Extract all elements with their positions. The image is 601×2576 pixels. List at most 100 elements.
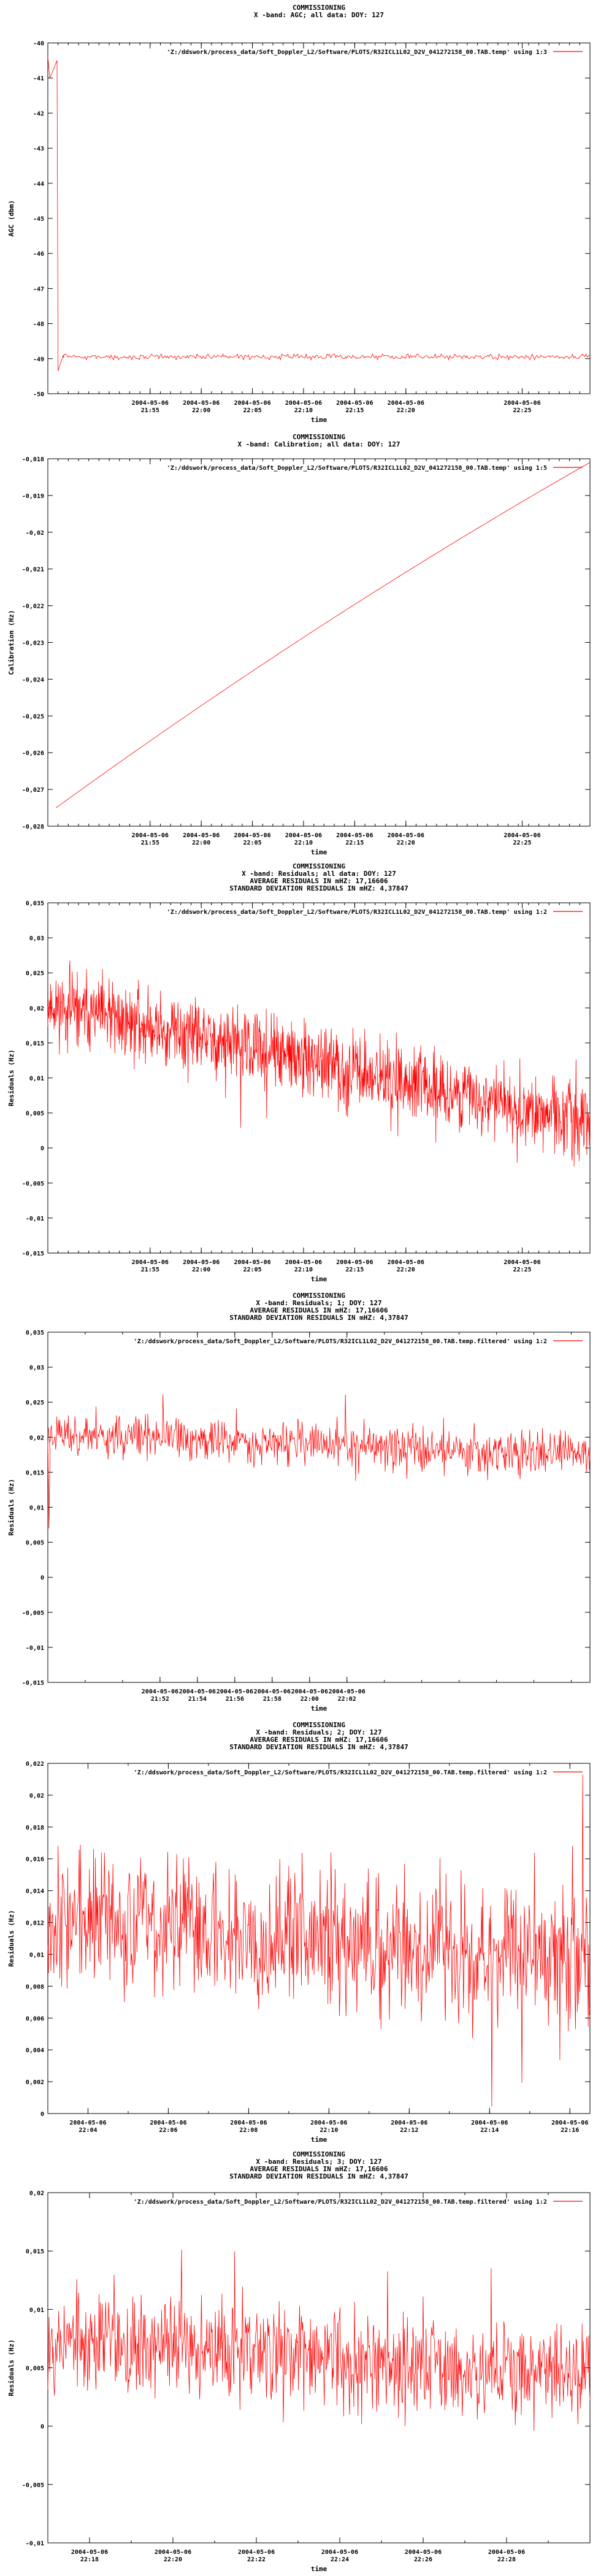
chart-title-line: COMMISSIONING	[293, 1292, 345, 1300]
chart-title-line: AVERAGE RESIDUALS IN mHZ: 17,16606	[250, 877, 388, 885]
y-tick-label: 0,02	[29, 1005, 44, 1012]
x-tick-label-date: 2004-05-06	[291, 1689, 328, 1695]
plot-frame	[47, 2192, 591, 2543]
y-tick-label: 0,015	[26, 1040, 44, 1047]
y-tick-label: -0,022	[22, 604, 44, 610]
plot-frame	[47, 458, 591, 827]
x-tick-label-date: 2004-05-06	[142, 1689, 178, 1695]
chart-title-line: X -band: Residuals; 3; DOY: 127	[256, 2158, 381, 2166]
y-tick-label: 0,03	[29, 1365, 44, 1371]
y-tick-label: 0,01	[29, 1076, 44, 1083]
y-tick-label: -0,015	[22, 1251, 44, 1257]
x-tick-label-date: 2004-05-06	[183, 400, 220, 407]
x-tick-label-date: 2004-05-06	[503, 1259, 540, 1266]
x-axis-label: time	[311, 848, 327, 856]
y-tick-label: -46	[33, 251, 44, 258]
x-tick-label-date: 2004-05-06	[230, 2120, 267, 2126]
series-line	[47, 1774, 591, 2107]
legend-label: 'Z:/ddswork/process_data/Soft_Doppler_L2…	[134, 1769, 547, 1776]
y-tick-label: -50	[33, 391, 44, 398]
y-tick-label: 0,02	[29, 1435, 44, 1441]
x-tick-label-time: 22:25	[513, 407, 531, 414]
x-tick-label-time: 22:20	[397, 1267, 415, 1273]
x-tick-label-time: 22:15	[345, 840, 364, 846]
chart-title-line: STANDARD DEVIATION RESIDUALS IN mHZ: 4,3…	[229, 2172, 408, 2180]
x-tick-label-date: 2004-05-06	[471, 2120, 508, 2126]
x-tick-label-date: 2004-05-06	[336, 832, 373, 839]
x-tick-label-time: 21:55	[141, 407, 159, 414]
x-tick-label-date: 2004-05-06	[132, 832, 169, 839]
y-tick-label: -0,027	[22, 787, 44, 794]
x-tick-label-date: 2004-05-06	[183, 1259, 220, 1266]
x-tick-label-time: 22:05	[243, 1267, 262, 1273]
y-tick-label: 0,015	[26, 1470, 44, 1476]
x-tick-label-date: 2004-05-06	[329, 1689, 366, 1695]
x-tick-label-date: 2004-05-06	[321, 2549, 358, 2556]
x-tick-label-date: 2004-05-06	[388, 832, 424, 839]
y-tick-label: 0,03	[29, 935, 44, 942]
y-tick-label: -0,005	[22, 1610, 44, 1617]
x-tick-label-date: 2004-05-06	[336, 400, 373, 407]
x-tick-label-time: 22:18	[80, 2556, 99, 2563]
y-tick-label: 0,002	[26, 2079, 44, 2086]
chart-title-line: X -band: Residuals; 1; DOY: 127	[256, 1299, 381, 1307]
chart-title-line: COMMISSIONING	[293, 2150, 345, 2158]
plot-frame	[47, 1763, 591, 2114]
y-tick-label: 0,025	[26, 1400, 44, 1406]
x-tick-label-date: 2004-05-06	[183, 832, 220, 839]
y-tick-label: -0,018	[22, 456, 44, 463]
y-tick-label: 0,016	[26, 1857, 44, 1863]
y-tick-label: -0,026	[22, 750, 44, 757]
x-tick-label-date: 2004-05-06	[391, 2120, 427, 2126]
plot-frame	[47, 1332, 591, 1683]
series-line	[47, 1394, 591, 1528]
x-tick-label-time: 22:10	[294, 1267, 313, 1273]
chart-title-line: X -band: Calibration; all data: DOY: 127	[238, 440, 400, 448]
y-tick-label: -42	[33, 110, 44, 117]
y-tick-label: 0,022	[26, 1761, 44, 1768]
y-tick-label: -0,024	[22, 677, 44, 683]
x-tick-label-time: 22:04	[78, 2127, 97, 2134]
x-tick-label-date: 2004-05-06	[234, 400, 270, 407]
y-tick-label: 0,02	[29, 1793, 44, 1800]
chart-title-line: AVERAGE RESIDUALS IN mHZ: 17,16606	[250, 2165, 388, 2173]
x-tick-label-time: 22:00	[192, 407, 210, 414]
x-tick-label-time: 21:54	[188, 1696, 207, 1703]
y-tick-label: -0,021	[22, 567, 44, 573]
chart-title-line: AVERAGE RESIDUALS IN mHZ: 17,16606	[250, 1736, 388, 1744]
chart-title-line: COMMISSIONING	[293, 1721, 345, 1729]
chart-title-line: AVERAGE RESIDUALS IN mHZ: 17,16606	[250, 1306, 388, 1314]
x-tick-label-date: 2004-05-06	[388, 400, 424, 407]
y-axis-label: Residuals (Hz)	[7, 2339, 15, 2396]
plot-frame	[47, 902, 591, 1254]
x-tick-label-time: 22:26	[414, 2556, 432, 2563]
y-tick-label: 0,035	[26, 900, 44, 907]
legend-label: 'Z:/ddswork/process_data/Soft_Doppler_L2…	[167, 464, 547, 472]
x-tick-label-date: 2004-05-06	[234, 1259, 270, 1266]
y-axis-label: Residuals (Hz)	[7, 1910, 15, 1967]
y-tick-label: -45	[33, 216, 44, 223]
x-tick-label-date: 2004-05-06	[488, 2549, 525, 2556]
chart-title-line: STANDARD DEVIATION RESIDUALS IN mHZ: 4,3…	[229, 884, 408, 892]
y-tick-label: 0,012	[26, 1920, 44, 1927]
y-tick-label: 0,005	[26, 1540, 44, 1547]
x-tick-label-time: 22:02	[338, 1696, 356, 1703]
x-tick-label-date: 2004-05-06	[503, 400, 540, 407]
y-tick-label: 0,01	[29, 2307, 44, 2313]
x-tick-label-time: 22:24	[331, 2556, 349, 2563]
chart-title-line: X -band: Residuals; 2; DOY: 127	[256, 1728, 381, 1736]
x-tick-label-date: 2004-05-06	[551, 2120, 588, 2126]
y-tick-label: -40	[33, 40, 44, 47]
chart-title-line: STANDARD DEVIATION RESIDUALS IN mHZ: 4,3…	[229, 1743, 408, 1751]
x-tick-label-date: 2004-05-06	[234, 832, 270, 839]
y-tick-label: -0,028	[22, 824, 44, 830]
chart-title-line: COMMISSIONING	[293, 862, 345, 870]
y-tick-label: 0,018	[26, 1825, 44, 1831]
x-tick-label-time: 22:10	[320, 2127, 338, 2134]
y-tick-label: -0,01	[26, 2540, 44, 2547]
y-tick-label: 0,025	[26, 970, 44, 977]
x-tick-label-time: 22:25	[513, 1267, 531, 1273]
